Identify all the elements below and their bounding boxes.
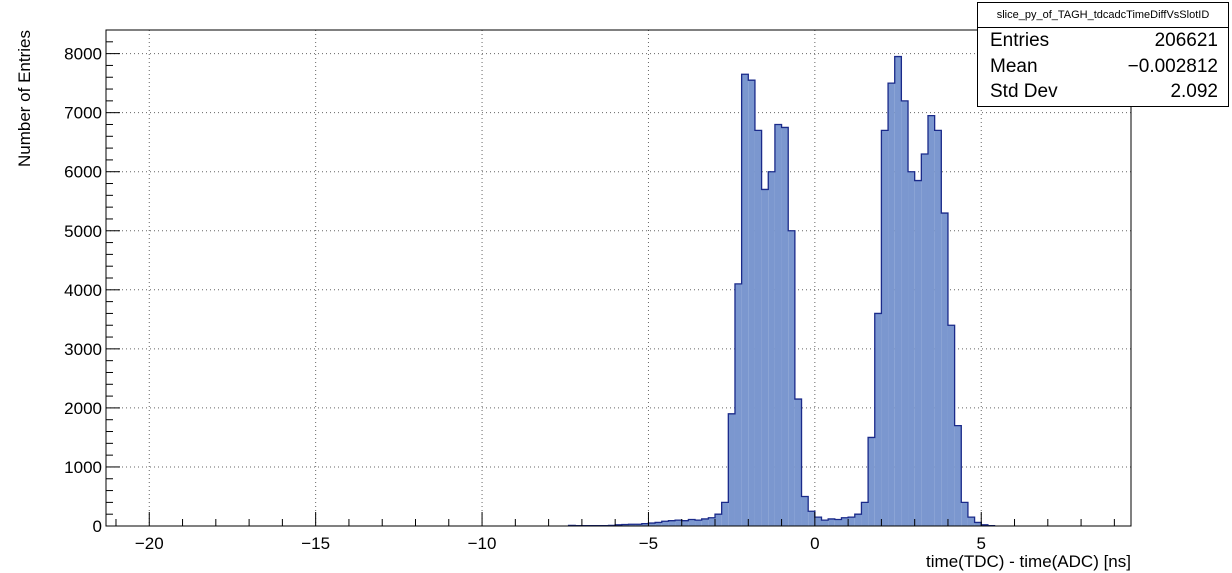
statistics-box: slice_py_of_TAGH_tdcadcTimeDiffVsSlotID … [977, 2, 1229, 107]
histogram-bar [854, 514, 862, 526]
histogram-bar [721, 502, 729, 526]
histogram-bar [888, 83, 895, 527]
histogram-bar [675, 520, 682, 526]
histogram-bar [801, 496, 809, 526]
histogram-bar [934, 130, 942, 526]
histogram-bar [921, 154, 928, 526]
tick-labels: −20 −15 −10 −5 0 5 0 1000 2000 3000 4000 5000 6000 70… [64, 45, 986, 553]
histogram-bar [908, 171, 915, 526]
stats-label: Std Dev [990, 81, 1058, 102]
histogram-bar [688, 519, 696, 526]
histogram-bar [914, 180, 922, 527]
y-tick-label: 5000 [64, 222, 102, 241]
stats-row-stddev: Std Dev 2.092 [978, 79, 1228, 105]
histogram-bar [761, 189, 769, 526]
histogram-bar [628, 524, 636, 526]
histogram-bar [814, 517, 822, 526]
histogram-bar [961, 502, 968, 526]
histogram-bar [734, 283, 742, 526]
y-tick-label: 8000 [64, 45, 102, 64]
histogram-bar [834, 519, 842, 526]
histogram-bar [874, 313, 882, 526]
histogram-bar [774, 124, 782, 526]
histogram-bar [668, 520, 676, 526]
histogram-bar [788, 230, 795, 526]
histogram-bar [894, 56, 902, 526]
histogram-bar [868, 437, 875, 526]
histogram-bar [841, 517, 849, 526]
y-tick-label: 4000 [64, 281, 102, 300]
histogram-bar [754, 130, 762, 526]
histogram-bars [567, 55, 996, 527]
histogram-bar [947, 325, 955, 526]
y-axis-label: Number of Entries [15, 30, 34, 167]
x-axis-label: time(TDC) - time(ADC) [ns] [926, 552, 1131, 571]
histogram-bar [861, 502, 869, 526]
stats-row-entries: Entries 206621 [978, 28, 1228, 54]
stats-value: −0.002812 [1127, 55, 1218, 77]
stats-label: Entries [990, 30, 1050, 51]
histogram-bar [927, 115, 935, 526]
y-tick-label: 0 [93, 517, 102, 536]
histogram-bar [808, 511, 815, 526]
stats-value: 206621 [1154, 30, 1218, 51]
histogram-bar [794, 399, 802, 526]
x-tick-label: −20 [135, 534, 164, 553]
y-tick-label: 2000 [64, 399, 102, 418]
histogram-bar [681, 520, 689, 526]
histogram-outline [567, 55, 996, 527]
histogram-bar [974, 522, 982, 526]
stats-value: 2.092 [1170, 81, 1218, 102]
histogram-bar [695, 520, 702, 526]
stats-row-mean: Mean −0.002812 [978, 54, 1228, 80]
histogram-bar [648, 523, 656, 526]
histogram-bar [748, 80, 755, 526]
x-tick-label: 5 [977, 534, 986, 553]
y-tick-label: 1000 [64, 458, 102, 477]
histogram-bar [715, 514, 722, 526]
axis-ticks [106, 29, 1115, 527]
histogram-bar [901, 100, 909, 526]
x-tick-label: 0 [810, 534, 819, 553]
y-tick-label: 3000 [64, 340, 102, 359]
histogram-bar [848, 517, 855, 526]
histogram-bar [655, 522, 662, 526]
x-tick-label: −5 [639, 534, 658, 553]
histogram-bar [635, 524, 642, 526]
histogram-bar [621, 524, 629, 526]
x-tick-label: −15 [301, 534, 330, 553]
y-tick-label: 7000 [64, 104, 102, 123]
y-tick-label: 6000 [64, 163, 102, 182]
histogram-bar [781, 127, 789, 526]
histogram-bar [941, 213, 948, 527]
histogram-bar [881, 130, 889, 526]
stats-label: Mean [990, 55, 1038, 77]
histogram-bar [728, 413, 735, 526]
histogram-bar [701, 518, 709, 526]
histogram-bar [768, 171, 775, 526]
histogram-bar [708, 517, 716, 526]
histogram-bar [641, 523, 649, 526]
histogram-bar [828, 518, 835, 526]
stats-title: slice_py_of_TAGH_tdcadcTimeDiffVsSlotID [978, 3, 1228, 28]
histogram-bar [661, 521, 669, 526]
histogram-bar [967, 517, 975, 526]
histogram-bar [821, 520, 829, 526]
x-tick-label: −10 [468, 534, 497, 553]
histogram-bar [741, 74, 749, 527]
histogram-bar [954, 425, 962, 526]
